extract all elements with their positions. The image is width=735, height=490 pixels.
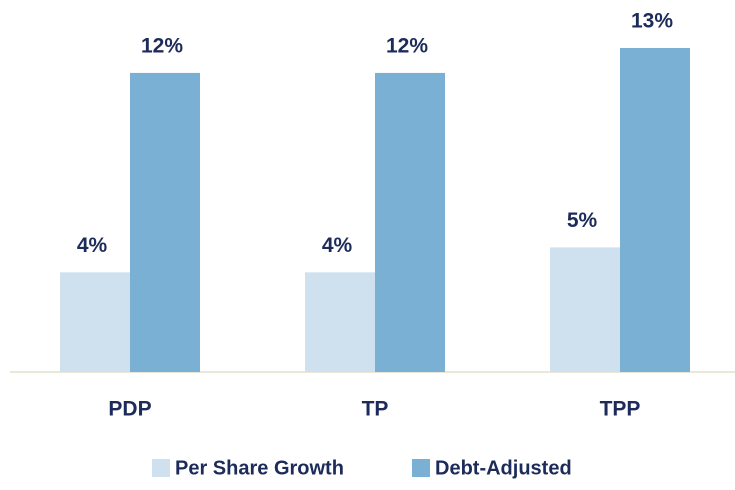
bar [130,72,200,372]
bar [305,272,375,372]
bar [550,247,620,372]
value-label: 12% [386,34,428,57]
bar [375,72,445,372]
value-label: 5% [567,209,598,232]
value-label: 4% [77,234,108,257]
value-label: 12% [141,34,183,57]
legend-label: Per Share Growth [175,457,344,479]
x-tick-label: PDP [108,398,151,421]
value-label: 13% [631,10,673,33]
legend-swatch [152,459,170,477]
value-label: 4% [322,234,353,257]
x-tick-label: TPP [600,398,641,421]
x-tick-label: TP [362,398,389,421]
legend-label: Debt-Adjusted [435,457,572,479]
bar [620,48,690,372]
legend-swatch [412,459,430,477]
bar [60,272,130,372]
